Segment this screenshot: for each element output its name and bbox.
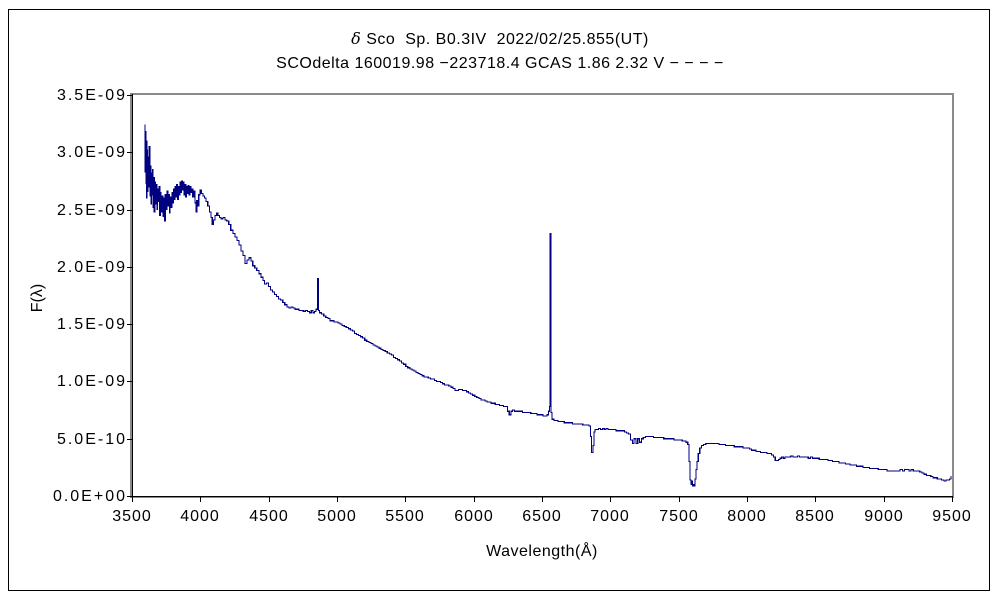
y-tick-label: 1.0E-09 (57, 373, 127, 390)
x-tick-label: 7500 (659, 508, 699, 525)
y-tick-label: 1.5E-09 (57, 316, 127, 333)
chart-title-text: Sco Sp. B0.3IV 2022/02/25.855(UT) (361, 31, 649, 48)
x-tick-label: 3500 (112, 508, 152, 525)
x-tick-label: 6000 (454, 508, 494, 525)
y-tick-label: 2.5E-09 (57, 202, 127, 219)
x-axis-title: Wavelength(Å) (486, 543, 598, 560)
delta-symbol: δ (351, 29, 362, 48)
x-tick-label: 5000 (317, 508, 357, 525)
chart-title: δ Sco Sp. B0.3IV 2022/02/25.855(UT) (0, 29, 1000, 49)
x-tick-label: 9000 (864, 508, 904, 525)
y-tick-label: 5.0E-10 (57, 431, 127, 448)
y-tick-label: 3.5E-09 (57, 87, 127, 104)
y-tick-label: 3.0E-09 (57, 144, 127, 161)
x-tick-label: 5500 (385, 508, 425, 525)
y-tick-label: 2.0E-09 (57, 259, 127, 276)
x-tick-label: 9500 (932, 508, 972, 525)
chart-subtitle: SCOdelta 160019.98 −223718.4 GCAS 1.86 2… (276, 55, 724, 72)
y-tick-label: 0.0E+00 (53, 488, 127, 505)
figure-border (8, 9, 990, 591)
x-tick-label: 6500 (522, 508, 562, 525)
spectrum-curve (144, 124, 952, 487)
x-tick-label: 8500 (795, 508, 835, 525)
y-axis-title: F(λ) (29, 283, 46, 313)
x-tick-label: 7000 (590, 508, 630, 525)
x-tick-label: 4000 (180, 508, 220, 525)
axes-lines (132, 94, 953, 497)
x-tick-label: 4500 (249, 508, 289, 525)
x-tick-label: 8000 (727, 508, 767, 525)
